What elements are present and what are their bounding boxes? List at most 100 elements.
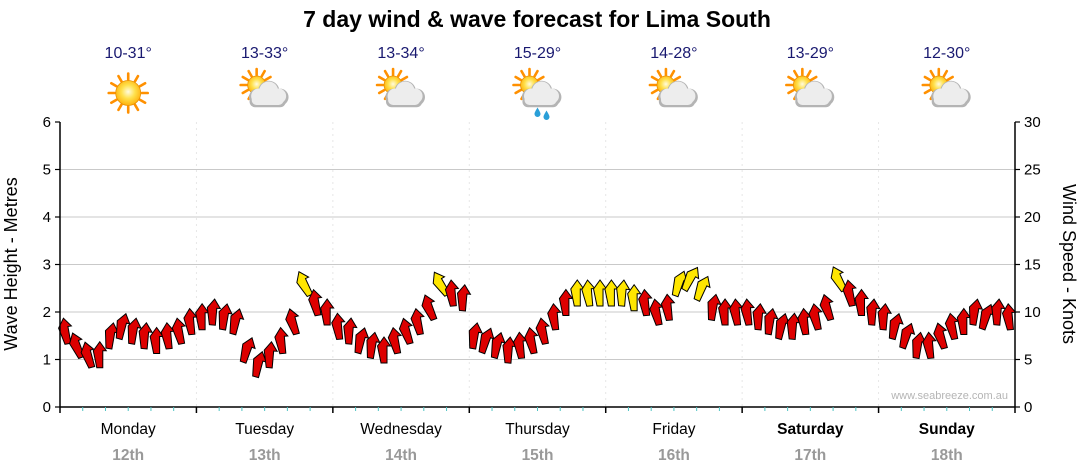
wind-arrow bbox=[263, 340, 279, 369]
wind-arrow bbox=[524, 326, 539, 355]
weather-icon-partly-cloudy-wednesday bbox=[375, 67, 425, 108]
temperature-wednesday: 13-34° bbox=[377, 45, 424, 62]
wind-arrow bbox=[638, 288, 653, 317]
wind-arrow bbox=[218, 303, 233, 331]
left-tick-label: 2 bbox=[43, 304, 51, 321]
weather-icon-partly-cloudy-saturday bbox=[785, 67, 835, 108]
date-label-sunday: 18th bbox=[931, 447, 963, 464]
wind-arrow bbox=[681, 266, 700, 293]
cloud-icon bbox=[248, 80, 289, 108]
date-label-friday: 16th bbox=[658, 447, 690, 464]
right-tick-label: 30 bbox=[1024, 114, 1041, 131]
day-label-monday: Monday bbox=[101, 421, 156, 438]
wind-arrow bbox=[320, 298, 335, 326]
wind-arrow bbox=[877, 302, 893, 331]
date-label-monday: 12th bbox=[112, 447, 144, 464]
right-tick-label: 20 bbox=[1024, 209, 1041, 226]
wind-arrow bbox=[421, 294, 438, 322]
wind-arrow bbox=[195, 302, 210, 331]
day-label-tuesday: Tuesday bbox=[235, 421, 294, 438]
left-tick-label: 6 bbox=[43, 114, 51, 131]
day-label-friday: Friday bbox=[652, 421, 695, 438]
raindrop-icon bbox=[534, 107, 541, 117]
wind-arrow bbox=[343, 317, 358, 345]
wind-arrow bbox=[547, 302, 562, 331]
right-tick-label: 5 bbox=[1024, 352, 1032, 369]
wind-arrow bbox=[308, 288, 323, 317]
left-tick-label: 3 bbox=[43, 257, 51, 274]
temperature-monday: 10-31° bbox=[105, 45, 152, 62]
temperature-tuesday: 13-33° bbox=[241, 45, 288, 62]
wind-arrow bbox=[468, 322, 483, 350]
wind-arrow bbox=[693, 275, 711, 302]
wind-arrow bbox=[206, 298, 222, 326]
day-label-wednesday: Wednesday bbox=[360, 421, 442, 438]
wind-arrow bbox=[570, 279, 585, 307]
wind-arrow bbox=[752, 302, 767, 331]
wind-arrow bbox=[398, 317, 414, 345]
wind-arrow bbox=[899, 322, 916, 350]
wind-arrow bbox=[968, 298, 984, 326]
right-tick-label: 15 bbox=[1024, 257, 1041, 274]
wind-arrow bbox=[819, 293, 835, 322]
weather-icon-partly-cloudy-tuesday bbox=[239, 67, 289, 108]
left-tick-label: 5 bbox=[43, 162, 51, 179]
wind-arrow bbox=[854, 288, 869, 316]
date-label-tuesday: 13th bbox=[249, 447, 281, 464]
wind-arrow bbox=[866, 298, 881, 326]
wind-arrow bbox=[80, 341, 96, 369]
wind-arrow bbox=[842, 279, 857, 307]
wind-arrow bbox=[138, 321, 154, 350]
wind-arrow bbox=[740, 298, 755, 326]
wind-arrow bbox=[922, 331, 937, 359]
right-tick-label: 10 bbox=[1024, 304, 1041, 321]
weather-icon-partly-cloudy-friday bbox=[648, 67, 698, 108]
left-tick-label: 0 bbox=[43, 399, 51, 416]
right-tick-label: 0 bbox=[1024, 399, 1032, 416]
date-label-thursday: 15th bbox=[522, 447, 554, 464]
wind-arrow bbox=[764, 307, 779, 336]
wind-arrow bbox=[92, 340, 108, 369]
date-label-saturday: 17th bbox=[794, 447, 826, 464]
raindrop-icon bbox=[543, 110, 550, 120]
sun-icon bbox=[921, 67, 957, 103]
wind-arrow bbox=[456, 283, 472, 312]
temperature-saturday: 13-29° bbox=[787, 45, 834, 62]
weather-icon-sunny-monday bbox=[107, 72, 150, 114]
wind-arrow bbox=[387, 326, 403, 355]
weather-icon-rain-shower-thursday bbox=[512, 67, 562, 120]
watermark: www.seabreeze.com.au bbox=[890, 390, 1008, 402]
wind-arrow bbox=[888, 312, 904, 341]
wind-arrow bbox=[410, 307, 425, 336]
wind-arrow bbox=[239, 336, 256, 364]
wind-arrow bbox=[808, 303, 823, 331]
day-label-thursday: Thursday bbox=[505, 421, 570, 438]
temperature-thursday: 15-29° bbox=[514, 45, 561, 62]
wind-arrow bbox=[285, 308, 300, 336]
temperature-sunday: 12-30° bbox=[923, 45, 970, 62]
weather-icon-partly-cloudy-sunday bbox=[921, 67, 971, 108]
wind-arrow bbox=[444, 279, 460, 307]
cloud-icon bbox=[521, 80, 562, 108]
left-tick-label: 4 bbox=[43, 209, 51, 226]
wind-arrow bbox=[660, 293, 676, 321]
left-axis-label: Wave Height - Metres bbox=[1, 177, 21, 350]
wind-arrow bbox=[127, 317, 142, 345]
chart-plot-area: 0 1 2 3 4 5 6 0 5 10 15 20 25 30 10-31° Monday 12th 13-33… bbox=[43, 45, 1041, 464]
wind-arrow bbox=[274, 326, 289, 355]
date-label-wednesday: 14th bbox=[385, 447, 417, 464]
temperature-friday: 14-28° bbox=[650, 45, 697, 62]
right-axis-label: Wind Speed - Knots bbox=[1059, 184, 1079, 344]
cloud-icon bbox=[931, 80, 971, 108]
page-title: 7 day wind & wave forecast for Lima Sout… bbox=[303, 6, 771, 32]
cloud-icon bbox=[794, 80, 835, 108]
wind-arrow bbox=[229, 308, 245, 336]
day-label-sunday: Sunday bbox=[919, 421, 975, 438]
wind-arrow bbox=[604, 279, 619, 307]
wind-arrow bbox=[331, 312, 346, 340]
day-label-saturday: Saturday bbox=[777, 421, 844, 438]
sun-icon bbox=[107, 72, 150, 114]
cloud-icon bbox=[385, 80, 425, 108]
